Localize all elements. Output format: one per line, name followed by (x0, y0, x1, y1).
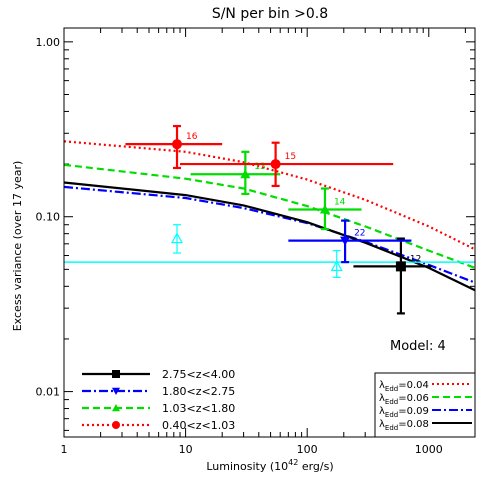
lambda-subscript: Edd (385, 398, 398, 406)
x-tick-label: 10 (179, 443, 193, 456)
legend-label: λEdd=0.06 (379, 393, 429, 406)
model-curve (63, 163, 476, 269)
data-point: 13 (190, 150, 281, 196)
lambda-value: =0.08 (398, 419, 429, 430)
triangle-down-marker (340, 236, 351, 246)
point-count-label: 13 (254, 162, 265, 172)
triangle-down-marker (112, 387, 120, 395)
lambda-value: =0.09 (398, 406, 429, 417)
triangle-marker (112, 404, 120, 412)
lambda-symbol: λ (379, 406, 385, 417)
x-axis-label: Luminosity (1042 erg/s) (206, 458, 333, 473)
x-tick-label: 1 (61, 443, 68, 456)
x-axis-label-main: Luminosity (10 (206, 460, 288, 473)
circle-marker (270, 159, 281, 170)
circle-marker (172, 139, 183, 150)
point-count-label: 15 (285, 152, 296, 162)
legend-entry: λEdd=0.04 (379, 380, 472, 393)
x-tick-label: 1000 (415, 443, 443, 456)
legend-label: 0.40<z<1.03 (162, 419, 235, 432)
legend-label: λEdd=0.04 (379, 380, 429, 393)
lambda-subscript: Edd (385, 424, 398, 432)
open-triangle-marker (330, 260, 343, 271)
legend-label: λEdd=0.08 (379, 419, 429, 432)
data-point: 15 (180, 141, 394, 188)
x-axis-label-sup: 42 (288, 458, 298, 467)
square-marker (395, 261, 406, 272)
lambda-subscript: Edd (385, 385, 398, 393)
lambda-symbol: λ (379, 393, 385, 404)
y-axis-label: Excess variance (over 17 year) (11, 161, 24, 332)
y-tick-label: 0.10 (36, 211, 61, 224)
data-point: 22 (288, 219, 412, 264)
lambda-value: =0.04 (398, 380, 429, 391)
model-curve (63, 140, 476, 251)
legend-entry: 1.80<z<2.75 (82, 385, 235, 398)
open-triangle-marker (170, 232, 184, 244)
data-point: 14 (288, 187, 362, 231)
model-curves (63, 140, 476, 292)
point-count-label: 14 (334, 197, 346, 207)
lambda-subscript: Edd (385, 411, 398, 419)
legend-box (374, 372, 476, 438)
chart-title: S/N per bin >0.8 (212, 6, 328, 22)
x-axis-label-tail: erg/s) (298, 460, 333, 473)
plot-frame (63, 27, 476, 438)
lambda-symbol: λ (379, 419, 385, 430)
circle-marker (112, 421, 120, 429)
legend-entry: λEdd=0.09 (379, 406, 472, 419)
model-curve (63, 181, 476, 292)
redshift-legend: 2.75<z<4.00 1.80<z<2.75 1.03<z<1.80 0.40<z<… (82, 368, 235, 432)
legend-label: 2.75<z<4.00 (162, 368, 235, 381)
y-tick-label: 1.00 (36, 36, 61, 49)
legend-entry: 0.40<z<1.03 (82, 419, 235, 432)
model-annotation: Model: 4 (390, 339, 446, 354)
legend-entry: λEdd=0.08 (379, 419, 472, 432)
data-point: 12 (353, 237, 432, 315)
point-count-label: 16 (186, 132, 198, 142)
x-tick-label: 100 (297, 443, 318, 456)
axis-ticks: 1 10 100 1000 0.01 0.10 1.00 (36, 28, 475, 456)
model-curve (63, 185, 476, 284)
data-point (170, 224, 184, 254)
data-point: 16 (125, 124, 223, 170)
legend-entry: λEdd=0.06 (379, 393, 472, 406)
triangle-marker (319, 204, 330, 214)
square-marker (112, 370, 120, 378)
triangle-marker (240, 169, 251, 179)
data-points: 12 22 13 14 16 15 (125, 124, 432, 315)
legend-entry: 2.75<z<4.00 (82, 368, 235, 381)
y-tick-label: 0.01 (36, 386, 61, 399)
legend-label: 1.03<z<1.80 (162, 402, 235, 415)
legend-label: λEdd=0.09 (379, 406, 429, 419)
legend-label: 1.80<z<2.75 (162, 385, 235, 398)
legend-entry: 1.03<z<1.80 (82, 402, 235, 415)
lambda-value: =0.06 (398, 393, 429, 404)
data-point (330, 250, 343, 278)
point-count-label: 12 (410, 254, 421, 264)
lambda-symbol: λ (379, 380, 385, 391)
point-count-label: 22 (354, 229, 365, 239)
